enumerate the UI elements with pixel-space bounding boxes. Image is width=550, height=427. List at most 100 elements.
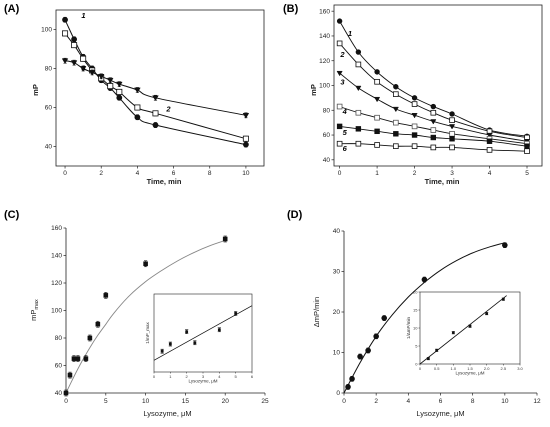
data-point [336,123,343,130]
data-point [83,356,89,361]
series-4 [336,103,530,147]
inset-y-tick-label: 5 [415,344,418,349]
y-axis-title: ΔmP/min [312,297,321,327]
x-tick-label: 10 [242,170,250,177]
series-label: 3 [81,63,86,72]
series-label: 6 [343,144,348,153]
data-point [242,112,250,119]
data-point [107,83,114,90]
x-tick-label: 3 [450,170,454,177]
inset-x-tick-label: 4 [218,374,221,379]
x-axis-title: Lysozyme, μM [416,409,464,418]
y-tick-label: 40 [323,157,331,164]
y-tick-label: 0 [336,390,340,397]
data-point [393,143,399,149]
data-point [243,141,249,148]
panel-b: (B) 0 1 2 3 4 5 40 60 80 100 120 140 160 Time, min mP 1 2… [283,3,543,186]
series-label: 3 [340,77,345,86]
x-axis-title: Time, min [425,177,460,186]
x-tick-label: 2 [99,170,103,177]
data-point [449,111,455,117]
series-label: 2 [339,50,345,59]
panel-title: (A) [4,3,20,15]
y-tick-label: 120 [51,280,62,287]
data-point [355,49,362,55]
series-label: 2 [165,104,171,113]
data-point [134,104,141,111]
x-tick-label: 0 [64,398,68,405]
data-point [430,103,437,110]
data-point [103,293,109,298]
data-point [106,77,114,84]
inset-data-point [168,342,172,346]
inset-x-title: Lysozyme, μM [456,371,485,376]
data-point [430,134,437,141]
y-tick-label: 80 [323,107,331,114]
x-tick-label: 4 [407,398,411,405]
y-tick-label: 140 [51,253,62,260]
panel-title: (B) [283,3,299,15]
y-tick-label: 160 [319,8,330,15]
y-tick-label: 40 [333,228,341,235]
data-point [430,119,437,125]
data-point [345,384,351,390]
data-point [374,69,380,75]
series-label: 1 [348,29,352,38]
y-tick-label: 30 [333,269,341,276]
x-tick-label: 8 [208,170,212,177]
data-point [336,140,343,147]
data-point [411,132,418,138]
data-point [448,124,456,130]
y-tick-label: 140 [319,33,330,40]
data-point [80,55,87,62]
data-point [355,126,362,132]
data-point [88,70,96,76]
data-point [365,347,371,354]
data-point [355,140,362,147]
series-label: 1 [81,11,85,20]
data-point [374,128,380,135]
data-point [62,30,69,37]
data-point [62,16,68,23]
fit-curve [65,239,226,394]
inset-x-tick-label: 0 [419,366,422,371]
series-5 [336,123,530,149]
y-tick-label: 120 [319,58,330,65]
inset-frame [419,291,521,365]
x-tick-label: 15 [182,398,190,405]
y-axis-title: mP [31,84,40,96]
data-point [61,58,69,65]
x-tick-label: 4 [136,170,140,177]
data-point [357,353,363,360]
data-point [95,321,101,327]
data-point [71,36,77,43]
x-tick-label: 20 [222,398,230,405]
panel-title: (D) [287,209,303,221]
inset-data-point [435,348,439,352]
data-point [152,122,159,128]
inset-x-tick-label: 2 [186,374,189,379]
data-point [374,78,380,85]
inset-y-title: 1/ΔmP/min [406,317,411,340]
data-point [373,333,379,340]
data-point [449,144,455,151]
y-tick-label: 20 [333,309,341,316]
x-tick-label: 25 [261,398,269,405]
x-tick-label: 5 [525,170,529,177]
inset-y-tick-label: 20 [413,290,418,295]
x-tick-label: 0 [342,398,346,405]
y-tick-label: 60 [55,363,63,370]
data-point [70,60,78,67]
data-point [393,131,399,137]
data-point [336,18,343,24]
data-point [71,356,77,361]
x-tick-label: 6 [172,170,176,177]
data-point [524,143,530,149]
x-tick-label: 4 [488,170,492,177]
data-point [355,85,362,92]
inset-y-title: 1/mP_max [145,322,150,344]
data-point [486,147,493,153]
panel-a: (A) 0 2 4 6 8 10 40 60 80 100 Time, min mP 1 2 3 [4,3,265,186]
data-point [349,376,355,382]
